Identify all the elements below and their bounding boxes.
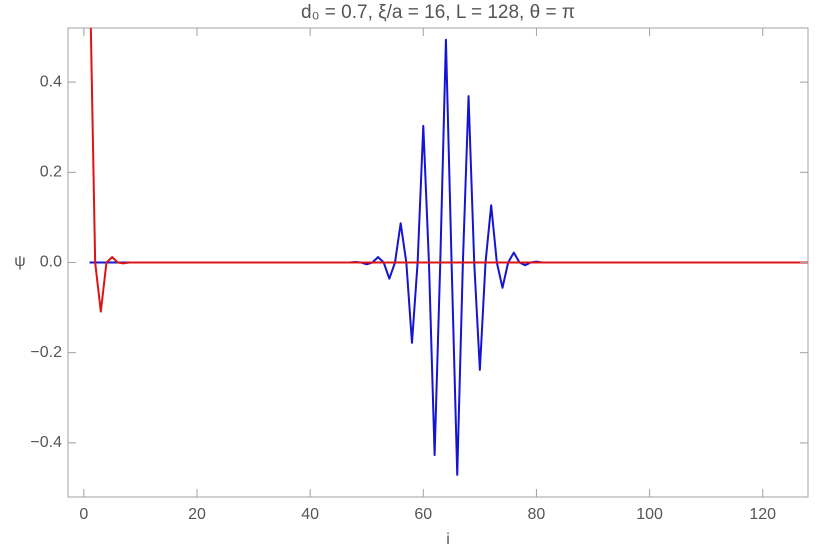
x-tick-label: 60: [414, 506, 432, 523]
series-line: [89, 28, 808, 313]
x-tick-label: 120: [749, 506, 776, 523]
y-tick-label: 0.0: [40, 254, 62, 271]
x-tick-label: 100: [636, 506, 663, 523]
x-tick-label: 20: [188, 506, 206, 523]
y-tick-label: 0.2: [40, 164, 62, 181]
series-line: [89, 38, 808, 476]
y-tick-label: −0.4: [30, 434, 62, 451]
plot-area: [89, 28, 808, 476]
x-tick-label: 40: [301, 506, 319, 523]
x-tick-label: 80: [528, 506, 546, 523]
y-axis-label: ψ: [14, 253, 25, 270]
x-axis-label: i: [446, 531, 450, 548]
x-tick-label: 0: [79, 506, 88, 523]
y-tick-label: −0.2: [30, 344, 62, 361]
chart-title: d₀ = 0.7, ξ/a = 16, L = 128, θ = π: [301, 2, 575, 23]
y-tick-label: 0.4: [40, 73, 62, 90]
